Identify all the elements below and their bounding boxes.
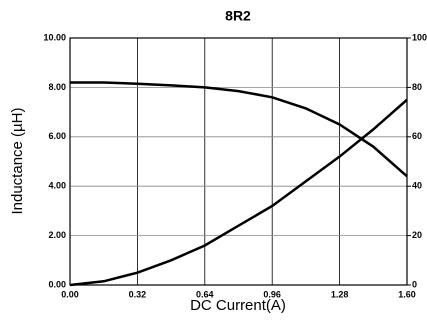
y-tick-label: 10.00	[43, 32, 66, 42]
line-series	[69, 98, 408, 287]
x-tick-label: 1.28	[331, 289, 349, 299]
line-series	[70, 81, 408, 178]
y-axis-label: Inductance (µH)	[9, 107, 26, 214]
chart-title: 8R2	[225, 8, 251, 24]
y2-tick-label: 100	[412, 32, 427, 42]
y-tick-label: 0.00	[48, 279, 66, 289]
plot-border	[69, 37, 408, 286]
x-tick-label: 0.00	[61, 289, 79, 299]
x-tick-label: 0.64	[196, 289, 214, 299]
y2-tick-label: 60	[412, 131, 422, 141]
y-tick-label: 2.00	[48, 230, 66, 240]
x-tick-label: 0.96	[263, 289, 281, 299]
x-tick-label: 0.32	[129, 289, 147, 299]
y2-tick-label: 20	[412, 230, 422, 240]
y-tick-label: 4.00	[48, 181, 66, 191]
y2-tick-label: 0	[412, 279, 417, 289]
x-tick-label: 1.60	[398, 289, 416, 299]
y-tick-label: 6.00	[48, 131, 66, 141]
y2-tick-label: 40	[412, 181, 422, 191]
y-tick-label: 8.00	[48, 82, 66, 92]
y2-tick-label: 80	[412, 82, 422, 92]
x-axis-label: DC Current(A)	[190, 297, 286, 314]
